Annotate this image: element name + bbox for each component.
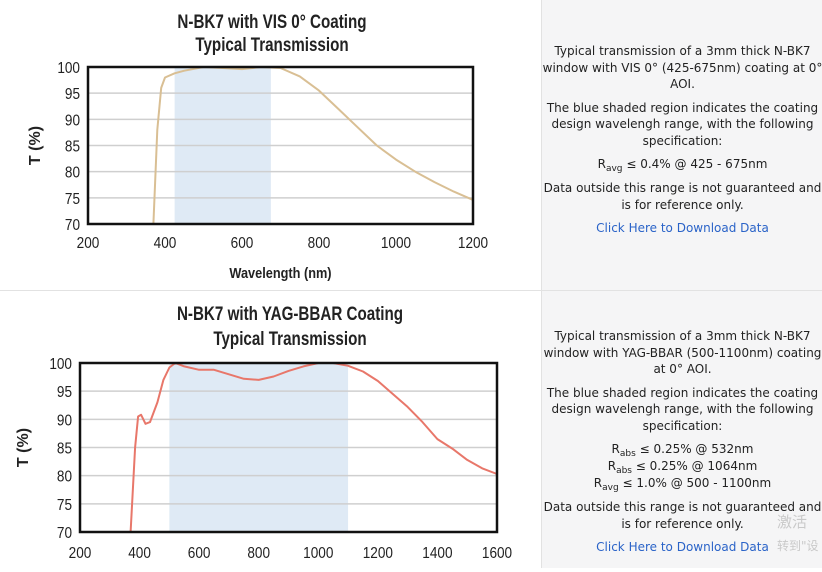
chart-subtitle: Typical Transmission [195, 33, 348, 55]
specification-list: Rabs ≤ 0.25% @ 532nm Rabs ≤ 0.25% @ 1064n… [542, 441, 822, 493]
x-axis-label: Wavelength (nm) [229, 264, 331, 281]
chart-panel: N-BK7 with VIS 0° Coating Typical Transmi… [0, 0, 540, 290]
x-tick-label: 800 [247, 545, 270, 562]
spec-text: R [593, 476, 603, 490]
x-tick-label: 200 [77, 235, 100, 252]
spec-text: R [611, 442, 620, 456]
chart-panel: N-BK7 with YAG-BBAR Coating Typical Trans… [0, 291, 540, 568]
y-tick-label: 95 [65, 86, 80, 103]
download-data-link[interactable]: Click Here to Download Data [596, 221, 769, 235]
x-tick-label: 1400 [422, 545, 452, 562]
y-tick-label: 80 [65, 165, 80, 182]
x-tick-label: 1000 [381, 235, 411, 252]
product-row-yag-bbar: N-BK7 with YAG-BBAR Coating Typical Trans… [0, 291, 822, 568]
y-tick-label: 85 [65, 139, 80, 156]
activation-watermark: 激活 [777, 513, 808, 531]
shaded-region-text: The blue shaded region indicates the coa… [546, 385, 819, 433]
shaded-region-text: The blue shaded region indicates the coa… [546, 100, 819, 148]
y-tick-label: 75 [65, 191, 80, 208]
x-tick-label: 1200 [363, 545, 393, 562]
transmission-chart-yag-bbar: N-BK7 with YAG-BBAR Coating Typical Trans… [15, 302, 512, 562]
y-tick-label: 95 [57, 384, 72, 401]
y-axis-label: T (%) [15, 428, 32, 467]
spec-text: ≤ 0.25% @ 532nm [635, 442, 754, 456]
description-panel: Typical transmission of a 3mm thick N-BK… [541, 0, 822, 290]
y-axis-label: T (%) [27, 126, 44, 165]
plot-frame [78, 361, 499, 534]
x-tick-label: 800 [308, 235, 331, 252]
y-tick-label: 85 [57, 441, 72, 458]
spec-text: abs [619, 449, 636, 459]
product-row-vis: N-BK7 with VIS 0° Coating Typical Transmi… [0, 0, 822, 291]
y-tick-label: 80 [57, 469, 72, 486]
y-tick-label: 90 [65, 112, 80, 129]
chart-title: N-BK7 with VIS 0° Coating [177, 10, 366, 32]
spec-text: avg [605, 164, 623, 174]
activation-watermark-sub: 转到"设 [777, 539, 819, 553]
spec-text: avg [602, 483, 619, 493]
x-tick-label: 600 [231, 235, 254, 252]
spec-line: Rabs ≤ 0.25% @ 532nm [542, 441, 822, 459]
x-tick-label: 1000 [303, 545, 333, 562]
description-text: Typical transmission of a 3mm thick N-BK… [543, 329, 822, 376]
y-tick-label: 100 [49, 356, 72, 373]
y-tick-label: 70 [65, 217, 80, 234]
download-data-link[interactable]: Click Here to Download Data [596, 540, 769, 554]
specification-list: Ravg ≤ 0.4% @ 425 - 675nm [542, 156, 822, 174]
y-tick-label: 75 [57, 497, 72, 514]
spec-text: abs [616, 466, 632, 476]
x-tick-label: 400 [154, 235, 177, 252]
spec-line: Ravg ≤ 1.0% @ 500 - 1100nm [542, 475, 822, 493]
x-tick-label: 600 [188, 545, 211, 562]
spec-line: Rabs ≤ 0.25% @ 1064nm [542, 458, 822, 476]
spec-text: ≤ 0.25% @ 1064nm [631, 459, 758, 473]
description-panel: Typical transmission of a 3mm thick N-BK… [541, 291, 822, 568]
transmission-curve [129, 362, 498, 533]
chart-title: N-BK7 with YAG-BBAR Coating [177, 302, 403, 324]
chart-subtitle: Typical Transmission [213, 327, 366, 349]
disclaimer-text: Data outside this range is not guarantee… [543, 181, 822, 212]
plot-frame [86, 65, 475, 226]
y-tick-label: 90 [57, 412, 72, 429]
x-tick-label: 400 [128, 545, 151, 562]
x-tick-label: 200 [69, 545, 92, 562]
x-tick-label: 1200 [458, 235, 488, 252]
y-tick-label: 70 [57, 525, 72, 542]
disclaimer-text: Data outside this range is not guarantee… [543, 500, 822, 531]
spec-text: ≤ 0.4% @ 425 - 675nm [622, 157, 768, 171]
spec-text: R [597, 157, 606, 171]
spec-line: Ravg ≤ 0.4% @ 425 - 675nm [542, 156, 822, 174]
description-text: Typical transmission of a 3mm thick N-BK… [542, 44, 822, 91]
spec-text: ≤ 1.0% @ 500 - 1100nm [618, 476, 772, 490]
x-tick-label: 1600 [482, 545, 512, 562]
y-tick-label: 100 [57, 60, 80, 77]
spec-text: R [607, 459, 617, 473]
